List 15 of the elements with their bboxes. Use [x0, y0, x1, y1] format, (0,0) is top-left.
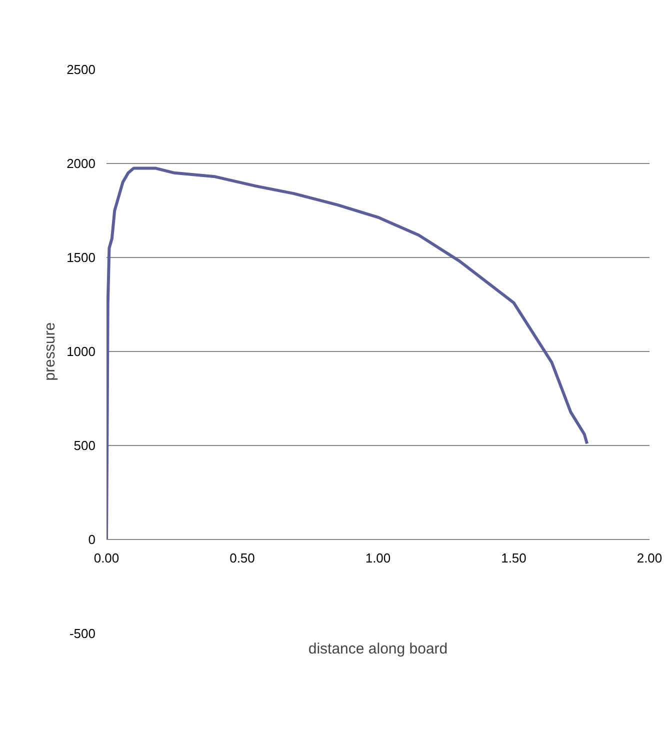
y-tick-label: 2000 — [66, 156, 96, 171]
line-series — [106, 166, 589, 541]
y-tick-label: 0 — [88, 532, 96, 547]
y-tick-label: 500 — [74, 438, 96, 453]
y-tick-label: 2500 — [66, 62, 96, 77]
x-axis-title: distance along board — [308, 640, 448, 658]
y-tick-label: 1500 — [66, 250, 96, 265]
x-tick-label: 0.50 — [230, 550, 255, 566]
y-tick-label: 1000 — [66, 344, 96, 359]
x-tick-label: 1.00 — [365, 550, 391, 566]
x-tick-label: 2.00 — [636, 550, 662, 566]
y-tick-label: -500 — [69, 626, 96, 641]
x-tick-label: 0.00 — [94, 550, 120, 566]
y-axis-title: pressure — [42, 322, 59, 381]
x-tick-label: 1.50 — [501, 550, 526, 566]
